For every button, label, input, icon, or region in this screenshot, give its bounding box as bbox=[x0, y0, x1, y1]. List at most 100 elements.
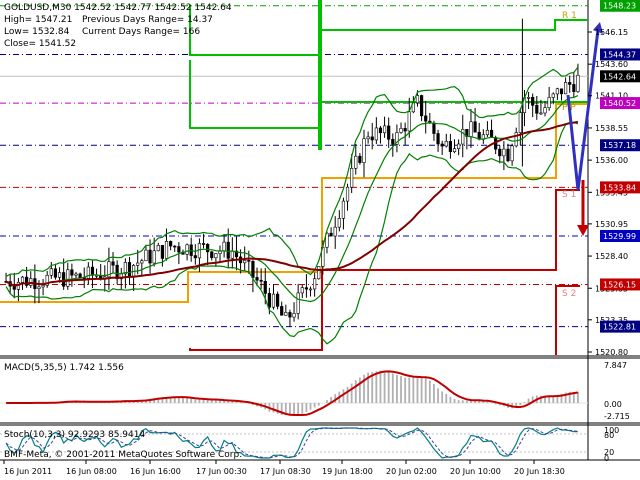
candle-body bbox=[432, 122, 436, 134]
candle-body bbox=[354, 155, 358, 169]
prev-range-value: Previous Days Range= 14.37 bbox=[82, 15, 213, 25]
price-tag: 1540.52 bbox=[600, 97, 640, 110]
candle-body bbox=[177, 246, 181, 253]
candle-body bbox=[53, 268, 58, 278]
price-tick-label: 1523.35 bbox=[595, 316, 628, 325]
stoch-tick-20: 20 bbox=[604, 448, 614, 457]
price-tick-label: 1528.40 bbox=[595, 252, 628, 261]
stoch-label: Stoch(10,3,3) 92.9293 85.9414 bbox=[4, 430, 145, 440]
price-tag-box bbox=[600, 0, 640, 12]
candle-body bbox=[49, 268, 53, 276]
candle-body bbox=[280, 306, 284, 316]
candle-body bbox=[333, 226, 337, 237]
candle-body bbox=[70, 269, 74, 276]
pivot-step bbox=[0, 103, 588, 303]
curr-range-value: Current Days Range= 166 bbox=[82, 27, 200, 37]
candle-body bbox=[41, 285, 45, 288]
price-tag-box bbox=[600, 320, 640, 333]
s1-label: S 1 bbox=[562, 190, 576, 200]
candle-body bbox=[391, 138, 395, 145]
candle-body bbox=[576, 74, 580, 92]
price-tick-label: 1536.00 bbox=[595, 156, 628, 165]
s2-label: S 2 bbox=[562, 289, 576, 299]
candle-body bbox=[551, 93, 555, 98]
candle-body bbox=[214, 253, 218, 259]
price-tag: 1529.99 bbox=[600, 229, 640, 242]
candle-body bbox=[350, 168, 354, 188]
candle-body bbox=[469, 121, 473, 137]
candle-body bbox=[308, 288, 313, 291]
macd-tick-top: 7.847 bbox=[604, 361, 627, 370]
candle-body bbox=[539, 112, 543, 115]
candle-body bbox=[169, 241, 173, 247]
candle-body bbox=[485, 129, 490, 136]
candle-body bbox=[407, 111, 411, 132]
pivot-step bbox=[555, 285, 580, 355]
candle-body bbox=[555, 88, 559, 95]
price-tag: 1544.37 bbox=[600, 48, 640, 61]
candle-body bbox=[444, 141, 448, 147]
price-tag: 1548.23 bbox=[600, 0, 640, 12]
candle-body bbox=[300, 287, 304, 294]
candle-body bbox=[140, 260, 144, 264]
candle-body bbox=[156, 245, 160, 252]
price-tag: 1533.84 bbox=[600, 181, 640, 194]
candle-body bbox=[436, 133, 440, 145]
time-tick-label: 17 Jun 08:30 bbox=[260, 467, 311, 476]
time-tick-label: 20 Jun 10:00 bbox=[450, 467, 501, 476]
candle-body bbox=[185, 244, 189, 255]
candle-body bbox=[164, 241, 169, 259]
candle-body bbox=[502, 148, 506, 157]
macd-tick-bottom: -2.715 bbox=[604, 412, 630, 421]
price-tag-label: 1537.18 bbox=[603, 141, 636, 150]
close-value: Close= 1541.52 bbox=[4, 39, 76, 49]
candle-body bbox=[222, 241, 226, 252]
high-value: High= 1547.21 bbox=[4, 15, 72, 25]
symbol-line: GOLDUSD,M30 1542.52 1542.77 1542.52 1542… bbox=[4, 3, 232, 13]
candle-body bbox=[152, 250, 156, 264]
candle-body bbox=[193, 255, 197, 259]
price-tag-box bbox=[600, 97, 640, 110]
time-tick-label: 19 Jun 18:00 bbox=[322, 467, 373, 476]
candle-body bbox=[234, 250, 239, 258]
candle-body bbox=[127, 262, 132, 277]
candle-body bbox=[325, 232, 329, 248]
arrow-up-path bbox=[566, 29, 600, 191]
candle-body bbox=[263, 280, 267, 294]
candle-body bbox=[206, 243, 210, 253]
candle-body bbox=[370, 136, 374, 141]
candle-body bbox=[461, 129, 465, 145]
candle-body bbox=[473, 121, 477, 133]
bollinger-bands-layer bbox=[5, 66, 579, 345]
price-tag-label: 1522.81 bbox=[603, 323, 636, 332]
candle-body bbox=[366, 136, 370, 140]
candle-body bbox=[313, 278, 317, 290]
candle-body bbox=[160, 245, 165, 259]
candle-body bbox=[255, 277, 259, 281]
candle-body bbox=[317, 266, 321, 280]
candle-body bbox=[341, 200, 346, 219]
candle-body bbox=[440, 143, 444, 147]
time-tick-label: 20 Jun 18:30 bbox=[514, 467, 565, 476]
price-tag: 1542.64 bbox=[600, 70, 640, 83]
candle-body bbox=[506, 148, 510, 162]
forecast-arrows-layer bbox=[566, 22, 603, 236]
price-tick-label: 1546.15 bbox=[595, 28, 628, 37]
candle-body bbox=[419, 95, 424, 117]
moving-average-slow bbox=[5, 120, 579, 287]
candle-body bbox=[572, 84, 576, 92]
candle-body bbox=[288, 312, 292, 318]
price-tag-label: 1548.23 bbox=[603, 2, 636, 11]
candle-body bbox=[514, 132, 518, 147]
arrow-up-head bbox=[593, 22, 603, 34]
bollinger-middle bbox=[5, 95, 579, 303]
price-tag-box bbox=[600, 70, 640, 83]
candle-body bbox=[115, 264, 119, 280]
price-tag-box bbox=[600, 278, 640, 291]
candle-body bbox=[358, 155, 362, 163]
stochastic-pane bbox=[0, 427, 588, 459]
candle-body bbox=[292, 313, 296, 318]
candle-body bbox=[78, 273, 82, 279]
candle-body bbox=[230, 250, 234, 259]
